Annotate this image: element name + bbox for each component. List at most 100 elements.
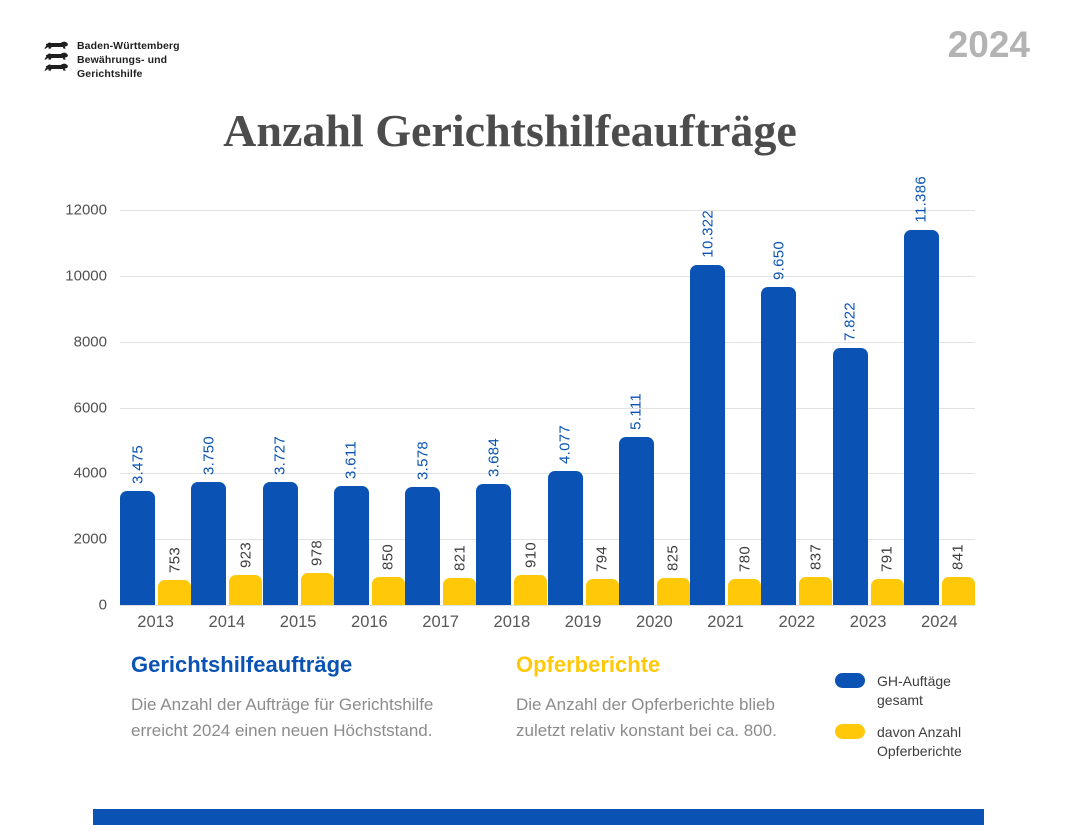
bar-total-2013 xyxy=(120,491,156,605)
bar-opfer-2023 xyxy=(870,579,904,605)
bar-slot: 11.386 xyxy=(903,176,939,605)
y-axis-tick-12000: 12000 xyxy=(65,201,107,219)
bar-value-label: 821 xyxy=(451,545,469,571)
annotation-opferberichte-body: Die Anzahl der Opferberichte blieb zulet… xyxy=(516,695,777,740)
legend-item-opferberichte: davon Anzahl Opferberichte xyxy=(835,723,989,761)
y-axis-tick-10000: 10000 xyxy=(65,267,107,285)
x-axis-label-2022: 2022 xyxy=(778,613,816,631)
bar-slot: 841 xyxy=(941,210,975,605)
bar-value-label: 850 xyxy=(379,544,397,570)
x-axis-label-2024: 2024 xyxy=(921,613,958,631)
bar-slot: 821 xyxy=(443,210,477,605)
bar-value-label: 791 xyxy=(878,546,896,572)
bar-group-2021: 10.322 780 xyxy=(690,210,762,605)
bar-group-2024: 11.386 841 xyxy=(903,176,975,605)
bar-slot: 3.475 xyxy=(120,210,156,605)
x-axis-label-2018: 2018 xyxy=(493,613,531,631)
bar-group-2023: 7.822 791 xyxy=(832,210,904,605)
bar-total-2015 xyxy=(262,482,298,605)
bar-opfer-2020 xyxy=(656,578,690,605)
bar-slot: 3.684 xyxy=(476,210,512,605)
x-axis-label-2023: 2023 xyxy=(849,613,887,631)
bar-total-2020 xyxy=(618,437,654,605)
bar-value-label: 7.822 xyxy=(841,301,859,341)
bar-slot: 837 xyxy=(799,210,833,605)
gridline-y-2000 xyxy=(120,539,975,541)
bar-group-2020: 5.111 825 xyxy=(618,210,690,605)
bars-row: 3.475 753 3.750 923 3.727 978 3.611 850 3.578 821… xyxy=(120,176,975,605)
bar-value-label: 10.322 xyxy=(699,210,717,258)
bar-value-label: 9.650 xyxy=(770,240,788,280)
bar-opfer-2014 xyxy=(229,575,263,605)
bar-value-label: 5.111 xyxy=(627,393,645,430)
bar-slot: 825 xyxy=(656,210,690,605)
legend-label: davon Anzahl Opferberichte xyxy=(877,723,962,759)
y-axis-tick-4000: 4000 xyxy=(73,464,107,482)
x-axis-label-2014: 2014 xyxy=(208,613,246,631)
bar-total-2017 xyxy=(405,487,441,605)
bar-opfer-2015 xyxy=(300,573,334,605)
x-axis-label-2016: 2016 xyxy=(351,613,388,631)
bar-slot: 794 xyxy=(585,210,619,605)
bar-group-2016: 3.611 850 xyxy=(333,210,405,605)
bar-opfer-2024 xyxy=(941,577,975,605)
legend-label: GH-Auftäge gesamt xyxy=(877,673,951,708)
annotation-opferberichte: Opferberichte Die Anzahl der Opferberich… xyxy=(516,652,826,743)
bar-value-label: 3.750 xyxy=(200,435,218,475)
gridline-y-4000 xyxy=(120,473,975,475)
bar-total-2022 xyxy=(761,287,797,605)
gridline-y-8000 xyxy=(120,341,975,343)
footer-accent-bar xyxy=(93,809,984,825)
legend-swatch-icon xyxy=(835,723,865,739)
bar-opfer-2019 xyxy=(585,579,619,605)
bar-total-2024 xyxy=(903,230,939,605)
bar-slot: 4.077 xyxy=(547,210,583,605)
gridline-y-0 xyxy=(120,605,975,606)
y-axis-tick-8000: 8000 xyxy=(73,333,107,351)
y-axis-tick-2000: 2000 xyxy=(73,530,107,548)
bar-opfer-2016 xyxy=(371,577,405,605)
annotation-opferberichte-heading: Opferberichte xyxy=(516,652,661,677)
bar-opfer-2013 xyxy=(158,580,192,605)
bar-value-label: 753 xyxy=(166,547,184,573)
bar-total-2016 xyxy=(333,486,369,605)
bar-total-2023 xyxy=(832,348,868,605)
page-title: Anzahl Gerichtshilfeaufträge xyxy=(223,105,797,156)
x-axis-labels: 2013 2014 2015 2016 2017 2018 2019 2020 2021 2022… xyxy=(120,613,975,632)
bar-slot: 910 xyxy=(514,210,548,605)
bar-value-label: 3.611 xyxy=(342,441,360,479)
bar-slot: 923 xyxy=(229,210,263,605)
three-lions-crest-icon xyxy=(43,40,69,72)
bar-slot: 3.727 xyxy=(262,210,298,605)
bar-opfer-2021 xyxy=(728,579,762,605)
org-name-line2: Bewährungs- und xyxy=(77,53,168,66)
bar-group-2014: 3.750 923 xyxy=(191,210,263,605)
x-axis-label-2017: 2017 xyxy=(422,613,459,631)
bar-chart-plot-area: 0 2000 4000 6000 8000 10000 12000 3.475 753 3.750… xyxy=(65,176,975,614)
gridline-y-6000 xyxy=(120,407,975,409)
x-axis-label-2019: 2019 xyxy=(564,613,602,631)
bar-slot: 978 xyxy=(300,210,334,605)
bar-opfer-2022 xyxy=(799,577,833,605)
bar-opfer-2017 xyxy=(443,578,477,605)
bar-group-2018: 3.684 910 xyxy=(476,210,548,605)
bar-slot: 753 xyxy=(158,210,192,605)
bar-value-label: 3.727 xyxy=(271,435,289,475)
bar-group-2022: 9.650 837 xyxy=(761,210,833,605)
x-axis-label-2021: 2021 xyxy=(707,613,744,631)
bar-slot: 3.750 xyxy=(191,210,227,605)
bar-value-label: 794 xyxy=(593,546,611,572)
gridline-y-10000 xyxy=(120,275,975,277)
legend-swatch-icon xyxy=(835,673,865,688)
bar-group-2015: 3.727 978 xyxy=(262,210,334,605)
bar-slot: 791 xyxy=(870,210,904,605)
bar-slot: 7.822 xyxy=(832,210,868,605)
bar-slot: 10.322 xyxy=(690,210,726,605)
x-axis-label-2015: 2015 xyxy=(279,613,317,631)
org-name-line1: Baden-Württemberg xyxy=(77,40,180,52)
org-name-line3: Gerichtshilfe xyxy=(77,67,143,80)
bar-slot: 9.650 xyxy=(761,210,797,605)
bar-group-2017: 3.578 821 xyxy=(405,210,477,605)
y-axis-tick-0: 0 xyxy=(98,596,107,614)
